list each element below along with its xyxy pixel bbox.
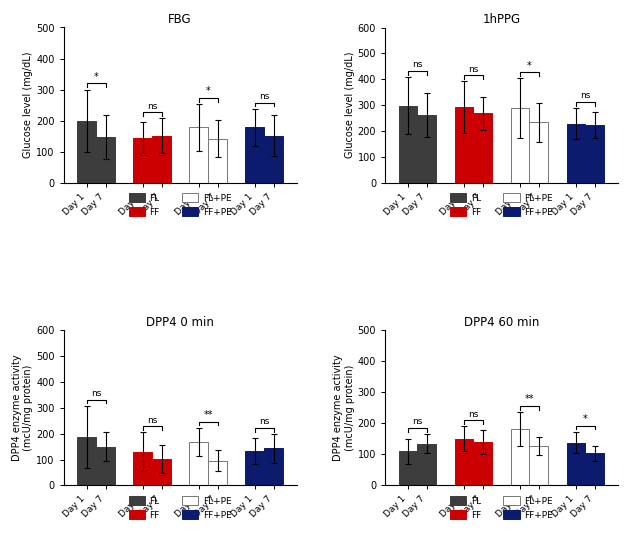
Text: *: * (94, 72, 99, 82)
Legend: FL, FF, FL+PE, FF+PE: FL, FF, FL+PE, FF+PE (447, 493, 557, 523)
Bar (455, 107, 473, 183)
Bar (529, 123, 548, 183)
Bar (264, 135, 283, 183)
Title: 1hPPG: 1hPPG (482, 13, 520, 26)
Legend: FL, FF, FL+PE, FF+PE: FL, FF, FL+PE, FF+PE (125, 190, 235, 221)
Bar (133, 452, 152, 486)
Bar (189, 128, 208, 183)
Bar (399, 451, 417, 486)
Bar (77, 120, 96, 183)
Bar (96, 447, 115, 486)
Bar (77, 437, 96, 486)
Bar (96, 137, 115, 183)
Text: ns: ns (259, 417, 269, 426)
Legend: FL, FF, FL+PE, FF+PE: FL, FF, FL+PE, FF+PE (125, 493, 235, 523)
Text: ns: ns (468, 410, 478, 419)
Bar (264, 448, 283, 486)
Bar (208, 461, 227, 486)
Bar (208, 139, 227, 183)
Bar (189, 442, 208, 486)
Bar (399, 106, 417, 183)
Y-axis label: DPP4 enzyme activity
(mcU/mg protein): DPP4 enzyme activity (mcU/mg protein) (12, 355, 33, 461)
Y-axis label: Glucose level (mg/dL): Glucose level (mg/dL) (345, 52, 355, 158)
Bar (417, 443, 436, 486)
Title: FBG: FBG (168, 13, 192, 26)
Bar (455, 439, 473, 486)
Bar (152, 459, 171, 486)
Text: ns: ns (147, 102, 157, 111)
Title: DPP4 60 min: DPP4 60 min (464, 316, 539, 329)
Bar (473, 113, 492, 183)
Bar (133, 138, 152, 183)
Text: *: * (206, 86, 210, 96)
Text: ns: ns (412, 417, 422, 426)
Bar (152, 135, 171, 183)
Bar (473, 442, 492, 486)
Bar (566, 443, 585, 486)
Text: **: ** (203, 410, 213, 420)
Y-axis label: Glucose level (mg/dL): Glucose level (mg/dL) (24, 52, 33, 158)
Text: ns: ns (91, 389, 101, 398)
Title: DPP4 0 min: DPP4 0 min (146, 316, 214, 329)
Bar (511, 108, 529, 183)
Bar (529, 446, 548, 486)
Text: ns: ns (580, 91, 590, 101)
Bar (245, 451, 264, 486)
Text: *: * (583, 414, 588, 424)
Bar (585, 125, 605, 183)
Text: ns: ns (412, 60, 422, 69)
Text: **: ** (525, 394, 534, 404)
Bar (566, 124, 585, 183)
Y-axis label: DPP4 enzyme activity
(mcU/mg protein): DPP4 enzyme activity (mcU/mg protein) (333, 355, 355, 461)
Bar (585, 453, 605, 486)
Bar (417, 114, 436, 183)
Text: ns: ns (259, 92, 269, 101)
Bar (511, 429, 529, 486)
Text: ns: ns (468, 64, 478, 74)
Text: *: * (527, 60, 532, 71)
Bar (245, 128, 264, 183)
Legend: FL, FF, FL+PE, FF+PE: FL, FF, FL+PE, FF+PE (447, 190, 557, 221)
Text: ns: ns (147, 416, 157, 425)
